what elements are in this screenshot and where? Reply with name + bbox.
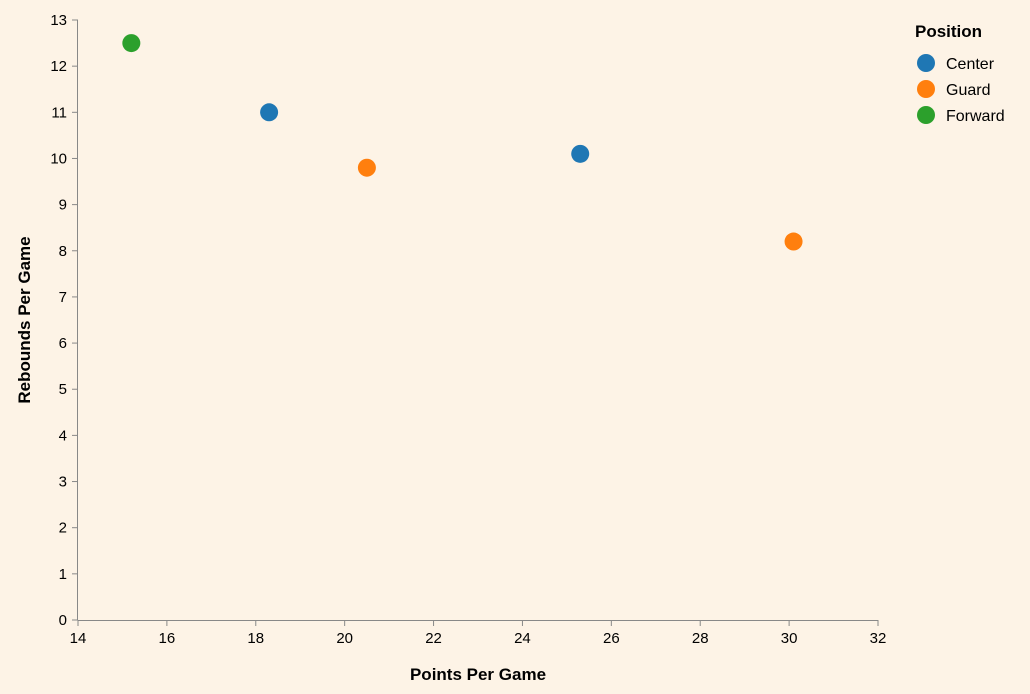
legend: Position Center Guard Forward: [915, 22, 1005, 125]
y-tick-label: 5: [59, 381, 67, 398]
y-tick-label: 13: [50, 12, 67, 29]
y-tick-label: 1: [59, 566, 67, 583]
legend-symbol-guard: [917, 80, 935, 98]
data-points: [122, 34, 803, 251]
data-point-guard: [357, 158, 376, 177]
legend-symbol-center: [917, 54, 935, 72]
data-point-guard: [784, 232, 803, 251]
y-tick-label: 11: [51, 104, 67, 121]
x-tick-label: 22: [425, 630, 442, 647]
x-tick-label: 14: [70, 630, 87, 647]
legend-label: Guard: [946, 82, 990, 99]
x-tick-label: 18: [247, 630, 264, 647]
legend-title: Position: [915, 22, 982, 41]
data-point-center: [260, 103, 279, 122]
legend-symbol-forward: [917, 106, 935, 124]
y-tick-label: 10: [50, 150, 67, 167]
y-tick-label: 7: [59, 289, 67, 306]
x-tick-label: 32: [870, 630, 887, 647]
legend-label: Forward: [946, 108, 1005, 125]
x-tick-label: 16: [159, 630, 176, 647]
legend-label: Center: [946, 56, 995, 73]
data-point-forward: [122, 34, 141, 53]
x-tick-label: 24: [514, 630, 531, 647]
data-point-center: [571, 144, 590, 163]
y-tick-label: 3: [59, 474, 67, 491]
y-tick-label: 6: [59, 335, 67, 352]
x-axis: 14 16 18 20 22 24 26 28 30 32: [70, 620, 887, 647]
x-tick-label: 28: [692, 630, 709, 647]
x-tick-label: 20: [336, 630, 353, 647]
y-tick-label: 8: [59, 243, 67, 260]
y-tick-label: 9: [59, 197, 67, 214]
y-tick-label: 4: [59, 427, 67, 444]
y-axis-title: Rebounds Per Game: [15, 236, 34, 403]
x-tick-label: 30: [781, 630, 798, 647]
y-tick-label: 2: [59, 520, 67, 537]
x-axis-title: Points Per Game: [410, 665, 546, 684]
y-tick-label: 12: [50, 58, 67, 75]
x-tick-label: 26: [603, 630, 620, 647]
y-tick-label: 0: [59, 612, 67, 629]
